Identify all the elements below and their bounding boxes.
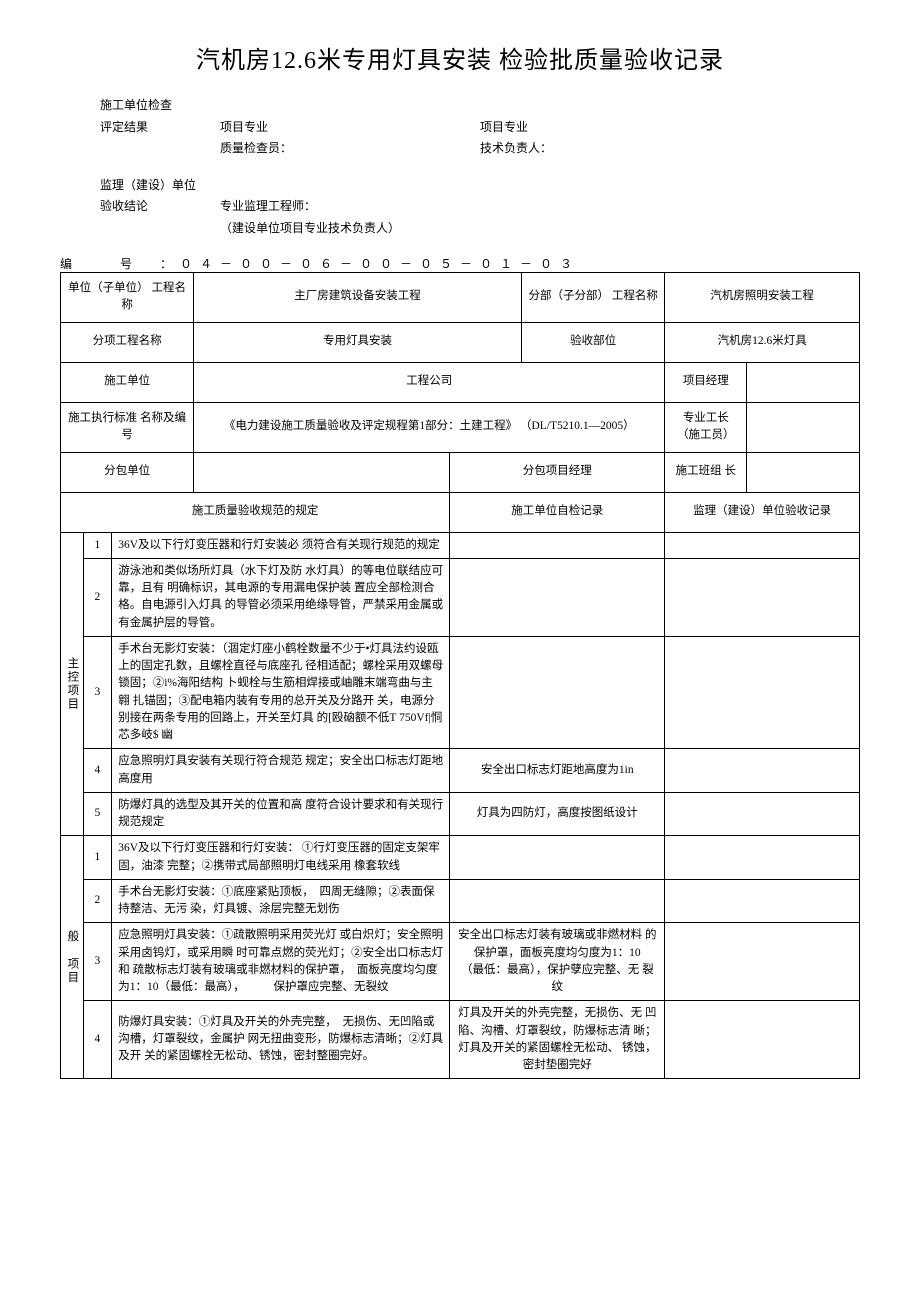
team-label: 施工班组 长: [665, 452, 747, 492]
table-row-num: 1: [83, 836, 112, 880]
table-row-num: 3: [83, 923, 112, 1001]
accept-part-label: 验收部位: [521, 322, 664, 362]
col-sup: 监理（建设）单位验收记录: [665, 492, 860, 532]
table-row-self: [450, 636, 665, 749]
table-row-num: 4: [83, 1001, 112, 1079]
page-title: 汽机房12.6米专用灯具安装 检验批质量验收记录: [60, 40, 860, 75]
table-row-sup: [665, 636, 860, 749]
sub-proj-label: 分部（子分部） 工程名称: [521, 272, 664, 322]
table-row-sup: [665, 532, 860, 558]
subcon-label: 分包单位: [61, 452, 194, 492]
table-row-num: 5: [83, 792, 112, 836]
table-row-spec: 36V及以下行灯变压器和行灯安装必 须符合有关现行规范的规定: [112, 532, 450, 558]
pm-label: 项目经理: [665, 362, 747, 402]
proj-spec-label-2: 项目专业: [480, 120, 528, 134]
table-row-self: [450, 879, 665, 923]
pm-value: [747, 362, 860, 402]
item-proj-label: 分项工程名称: [61, 322, 194, 362]
table-row-spec: 应急照明灯具安装有关现行符合规范 规定；安全出口标志灯距地高度用: [112, 749, 450, 793]
table-row-self: 灯具及开关的外壳完整，无损伤、无 凹陷、沟槽、灯罩裂纹，防爆标志清 晰；灯具及开…: [450, 1001, 665, 1079]
serial-line: 编 号 ：０４－００－０６－００－０５－０１－０３: [60, 255, 860, 272]
team-value: [747, 452, 860, 492]
table-row-num: 2: [83, 558, 112, 636]
table-row-num: 4: [83, 749, 112, 793]
table-row-num: 3: [83, 636, 112, 749]
table-row-spec: 防爆灯具的选型及其开关的位置和高 度符合设计要求和有关现行规范规定: [112, 792, 450, 836]
std-value: 《电力建设施工质量验收及评定规程第1部分：土建工程》 （DL/T5210.1—2…: [194, 402, 665, 452]
table-row-sup: [665, 749, 860, 793]
sub-pm-label: 分包项目经理: [450, 452, 665, 492]
table-row-spec: 游泳池和类似场所灯具（水下灯及防 水灯具）的等电位联结应可靠，且有 明确标识，其…: [112, 558, 450, 636]
col-spec: 施工质量验收规范的规定: [61, 492, 450, 532]
std-label: 施工执行标准 名称及编号: [61, 402, 194, 452]
table-row-spec: 应急照明灯具安装：①疏散照明采用荧光灯 或白炽灯；安全照明采用卤钨灯，或采用瞬 …: [112, 923, 450, 1001]
eval-label: 评定结果: [100, 117, 220, 139]
accept-label: 验收结论: [100, 196, 220, 218]
header-check-block: 施工单位检查 评定结果 项目专业 项目专业 质量检查员： 技术负责人：: [100, 95, 860, 160]
unit-proj-label: 单位（子单位） 工程名称: [61, 272, 194, 322]
table-row-spec: 手术台无影灯安装：（涸定灯座小鹤栓数量不少于•灯具法约设瓯上的固定孔数，且螺栓直…: [112, 636, 450, 749]
proj-spec-label-1: 项目专业: [220, 120, 268, 134]
group-general: 般 项目: [61, 836, 84, 1079]
table-row-sup: [665, 836, 860, 880]
table-row-sup: [665, 1001, 860, 1079]
col-self: 施工单位自检记录: [450, 492, 665, 532]
item-proj-value: 专用灯具安装: [194, 322, 522, 362]
table-row-sup: [665, 792, 860, 836]
contractor-value: 工程公司: [194, 362, 665, 402]
foreman-label: 专业工长（施工员）: [665, 402, 747, 452]
check-label: 施工单位检查: [100, 95, 220, 117]
serial-label: 编 号 ：: [60, 257, 180, 271]
owner-tech-label: （建设单位项目专业技术负责人）: [220, 221, 400, 235]
qc-label: 质量检查员：: [220, 141, 292, 155]
header-supervise-block: 监理（建设）单位 验收结论 专业监理工程师： （建设单位项目专业技术负责人）: [100, 175, 860, 240]
table-row-num: 1: [83, 532, 112, 558]
serial-value: ０４－００－０６－００－０５－０１－０３: [180, 257, 580, 271]
table-row-self: 灯具为四防灯，高度按图纸设计: [450, 792, 665, 836]
table-row-self: 安全出口标志灯装有玻璃或非燃材料 的保护罩，面板亮度均匀度为1：10 （最低：最…: [450, 923, 665, 1001]
table-row-self: 安全出口标志灯距地高度为1in: [450, 749, 665, 793]
table-row-num: 2: [83, 879, 112, 923]
table-row-self: [450, 836, 665, 880]
contractor-label: 施工单位: [61, 362, 194, 402]
table-row-spec: 手术台无影灯安装：①底座紧贴顶板， 四周无缝隙；②表面保持整洁、无污 染，灯具镀…: [112, 879, 450, 923]
table-row-sup: [665, 879, 860, 923]
table-row-sup: [665, 558, 860, 636]
table-row-spec: 36V及以下行灯变压器和行灯安装： ①行灯变压器的固定支架牢固，油漆 完整；②携…: [112, 836, 450, 880]
main-table: 单位（子单位） 工程名称 主厂房建筑设备安装工程 分部（子分部） 工程名称 汽机…: [60, 272, 860, 1080]
table-row-sup: [665, 923, 860, 1001]
group-main: 主控项目: [61, 532, 84, 836]
table-row-self: [450, 558, 665, 636]
foreman-value: [747, 402, 860, 452]
table-row-self: [450, 532, 665, 558]
supervise-label: 监理（建设）单位: [100, 175, 220, 197]
tech-label: 技术负责人：: [480, 141, 552, 155]
unit-proj-value: 主厂房建筑设备安装工程: [194, 272, 522, 322]
sub-proj-value: 汽机房照明安装工程: [665, 272, 860, 322]
engineer-label: 专业监理工程师：: [220, 199, 316, 213]
table-row-spec: 防爆灯具安装：①灯具及开关的外壳完整， 无损伤、无凹陷或沟槽，灯罩裂纹，金属护 …: [112, 1001, 450, 1079]
accept-part-value: 汽机房12.6米灯具: [665, 322, 860, 362]
subcon-value: [194, 452, 450, 492]
